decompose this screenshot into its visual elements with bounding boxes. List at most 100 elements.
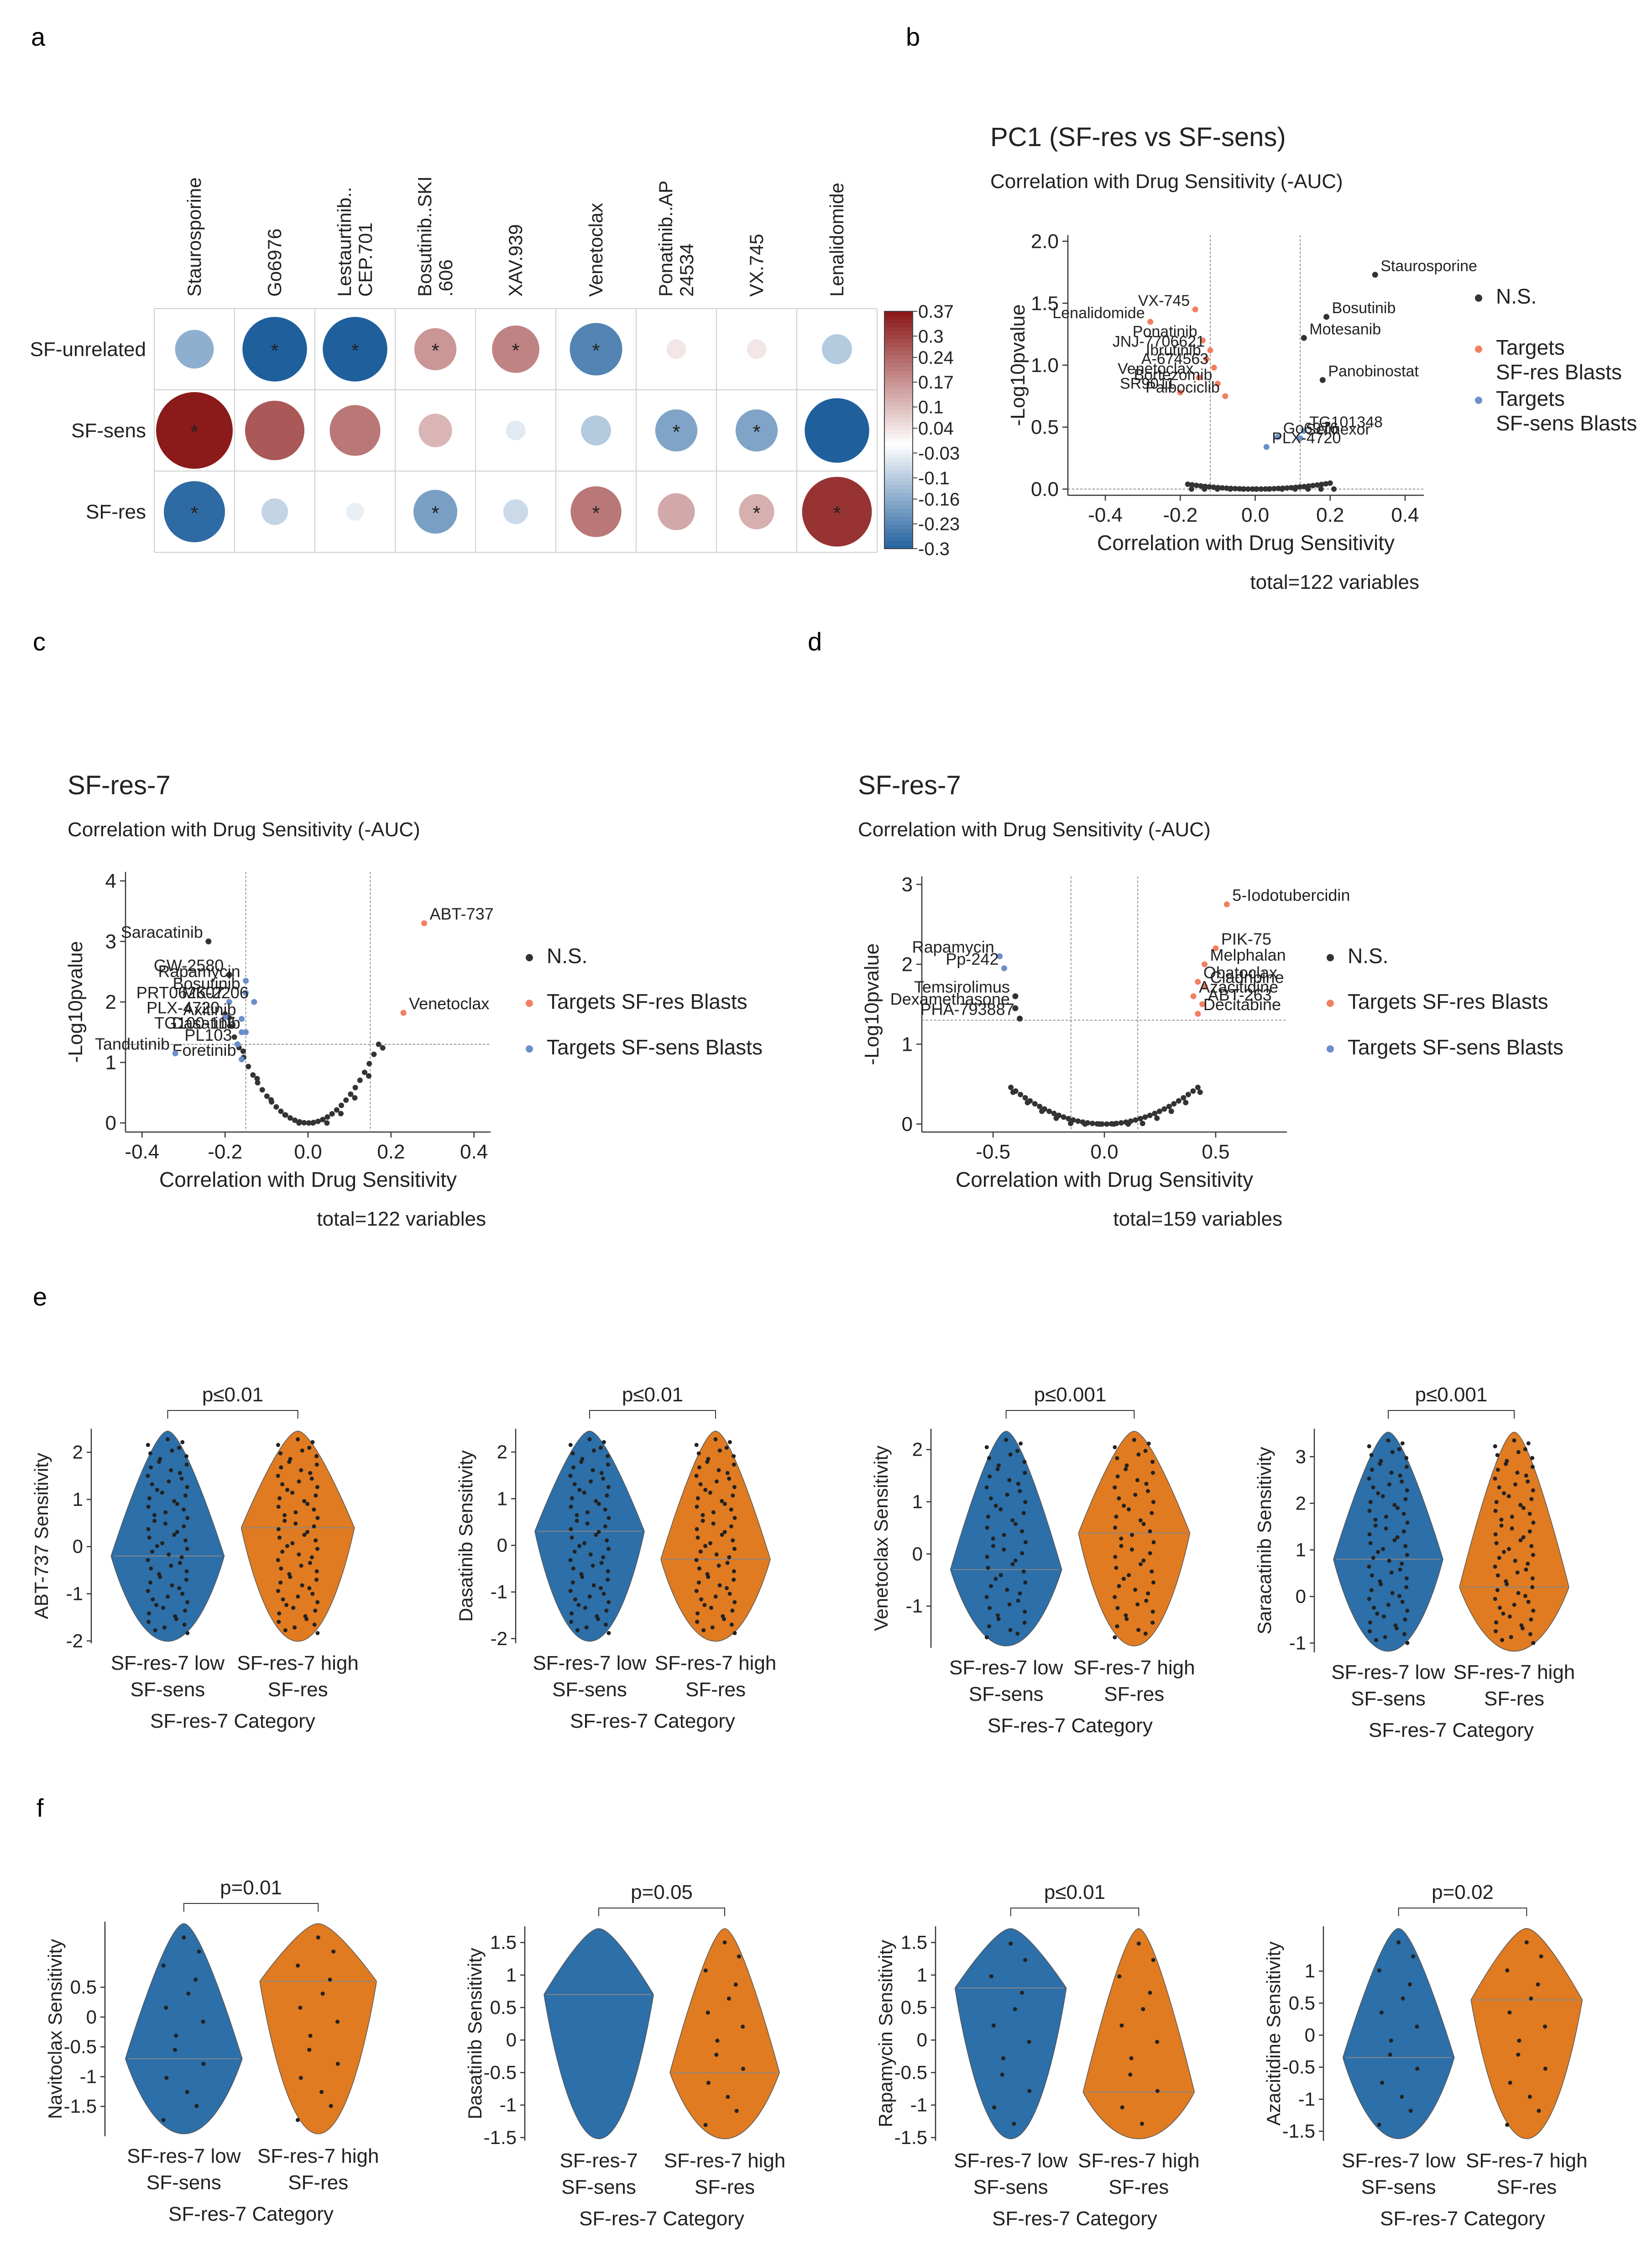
- data-point: [163, 1510, 168, 1515]
- significance-bracket: [1388, 1410, 1515, 1419]
- y-tick-label: 2: [73, 1442, 83, 1463]
- labeled-point: [1222, 393, 1229, 399]
- panel-e-violins: -2 -1 0 1 2 ABT-737 Sensitivity SF-res-7 low SF…: [31, 1384, 1575, 1741]
- labeled-point: [1192, 306, 1198, 313]
- violin-body: [544, 1928, 654, 2139]
- data-point: [1367, 1564, 1371, 1569]
- data-point: [1504, 1462, 1508, 1466]
- data-point: [164, 2005, 168, 2010]
- data-point: [173, 2048, 177, 2052]
- colorbar-segment: [884, 335, 913, 340]
- data-point: [1150, 1609, 1155, 1614]
- data-point: [310, 1592, 315, 1596]
- data-point: [986, 1566, 990, 1570]
- y-tick-label: -2: [491, 1628, 507, 1649]
- data-point: [1405, 1520, 1410, 1525]
- data-point: [182, 1622, 187, 1627]
- y-tick-label: 3: [105, 930, 116, 953]
- colorbar-segment: [884, 418, 913, 423]
- point-label: PIK-75: [1221, 930, 1271, 949]
- data-point: [1400, 2094, 1404, 2099]
- data-point: [1497, 1556, 1501, 1560]
- data-point: [1027, 2039, 1031, 2044]
- data-point: [1527, 1529, 1532, 1534]
- data-point: [183, 1493, 188, 1498]
- data-point: [987, 1624, 991, 1629]
- data-point: [1506, 1494, 1511, 1499]
- data-point: [170, 1583, 174, 1588]
- plot-subtitle: Correlation with Drug Sensitivity (-AUC): [858, 818, 1211, 841]
- data-point: [603, 1507, 607, 1512]
- data-point: [284, 1603, 289, 1607]
- panel-letter-c: c: [33, 627, 46, 656]
- colorbar-segment: [884, 323, 913, 328]
- data-point: [1120, 2105, 1124, 2110]
- data-point: [1113, 1526, 1118, 1530]
- data-point: [1404, 1585, 1409, 1589]
- data-point: [148, 1580, 153, 1585]
- data-point: [1502, 1491, 1506, 1495]
- data-point: [991, 1536, 995, 1541]
- data-point: [606, 1578, 610, 1582]
- data-point: [182, 1524, 186, 1529]
- ns-point: [282, 1112, 288, 1118]
- data-point: [1405, 1641, 1410, 1645]
- data-point: [1141, 2007, 1145, 2011]
- data-point: [596, 1502, 601, 1506]
- legend-marker: [526, 1045, 533, 1053]
- data-point: [699, 1597, 704, 1602]
- point-label: Axitinib: [183, 1000, 236, 1019]
- point-label: JNJ-7706621: [1113, 333, 1205, 350]
- colorbar-segment: [884, 461, 913, 466]
- y-tick-label: 0: [105, 1112, 116, 1134]
- data-point: [293, 1625, 297, 1630]
- data-point: [996, 1617, 1001, 1621]
- significance-star: *: [190, 421, 198, 443]
- category-label-line: SF-sens: [561, 2176, 636, 2198]
- data-point: [1512, 1438, 1516, 1443]
- data-point: [1529, 1497, 1534, 1501]
- data-point: [300, 1448, 304, 1453]
- data-point: [1383, 1635, 1387, 1639]
- heatmap-column-label: .606: [435, 259, 456, 297]
- data-point: [1493, 1509, 1498, 1513]
- data-point: [304, 1617, 309, 1621]
- data-point: [1494, 1541, 1499, 1546]
- ns-point: [1198, 483, 1204, 489]
- y-axis-label: Venetoclax Sensitivity: [870, 1446, 892, 1631]
- data-point: [695, 1535, 700, 1540]
- ns-point: [254, 1075, 260, 1081]
- data-point: [1146, 1441, 1151, 1446]
- category-label-line: SF-res: [288, 2171, 348, 2194]
- ns-point: [297, 1119, 303, 1125]
- panel-b-volcano: PC1 (SF-res vs SF-sens) Correlation with …: [990, 122, 1637, 593]
- data-point: [987, 1456, 991, 1461]
- data-point: [715, 2039, 720, 2043]
- colorbar-segment: [884, 533, 913, 537]
- colorbar-segment: [884, 410, 913, 415]
- ns-point: [1254, 486, 1260, 492]
- data-point: [1367, 1597, 1371, 1601]
- data-point: [1135, 1478, 1140, 1483]
- data-point: [169, 1468, 173, 1473]
- x-tick-label: 0.0: [294, 1141, 322, 1163]
- data-point: [277, 1620, 281, 1624]
- data-point: [1400, 1599, 1405, 1604]
- data-point: [313, 1608, 318, 1613]
- data-point: [1493, 1597, 1497, 1601]
- data-point: [734, 2108, 739, 2113]
- panel-letter-d: d: [808, 627, 822, 656]
- colorbar-segment: [884, 394, 913, 399]
- data-point: [716, 1468, 721, 1473]
- y-tick-label: -1: [66, 1583, 83, 1604]
- y-tick-label: 1: [1305, 1960, 1315, 1982]
- data-point: [1386, 1603, 1391, 1607]
- y-tick-label: -1: [1289, 1632, 1306, 1654]
- heatmap-row-label: SF-unrelated: [30, 338, 146, 361]
- data-point: [991, 2023, 996, 2028]
- data-point: [161, 1963, 166, 1968]
- point-label: Melphalan: [1210, 946, 1286, 965]
- y-tick-label: 2: [497, 1441, 507, 1463]
- data-point: [720, 1499, 724, 1504]
- colorbar-segment: [884, 473, 913, 478]
